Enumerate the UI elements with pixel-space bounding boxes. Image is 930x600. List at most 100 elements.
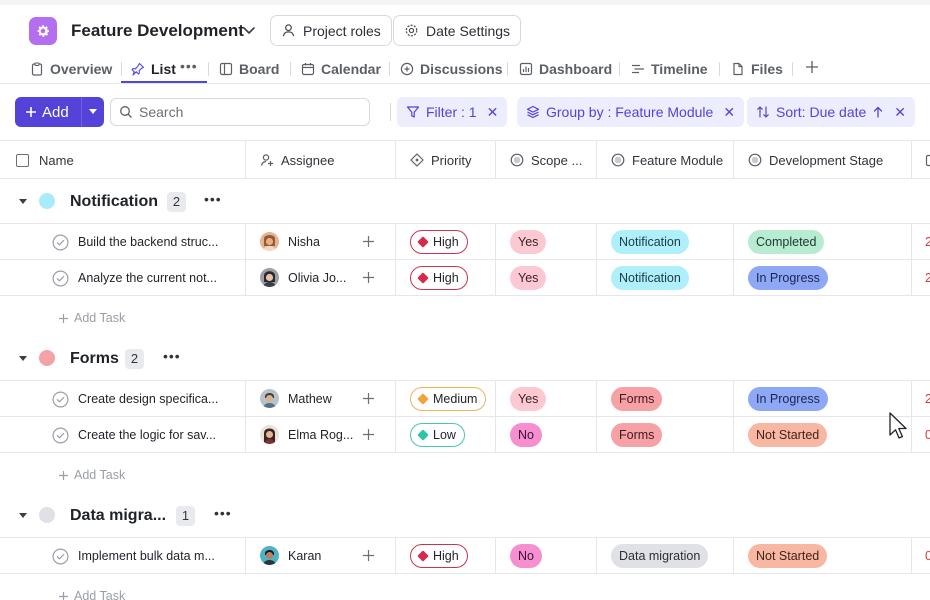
development-stage-badge[interactable]: In Progress [748,387,828,411]
development-stage-badge[interactable]: Not Started [748,423,828,447]
scope-badge[interactable]: Yes [510,387,547,411]
group-by-chip[interactable]: Group by : Feature Module ✕ [517,97,745,127]
project-title[interactable]: Feature Development [71,21,244,40]
tab-divider [619,62,620,76]
add-assignee-plus-icon[interactable] [362,428,375,441]
add-task-button[interactable]: Add Task [58,468,125,482]
group-by-chip-label: Group by : Feature Module [546,104,714,120]
column-priority[interactable]: Priority [410,141,471,179]
add-assignee-plus-icon[interactable] [362,235,375,248]
complete-task-check-icon[interactable] [52,427,69,444]
scope-badge[interactable]: Yes [510,266,547,290]
layers-icon [526,105,540,119]
assignee-name[interactable]: Nisha [288,235,320,249]
assignee-name[interactable]: Mathew [288,392,332,406]
tab-files[interactable]: Files [731,58,783,80]
collapse-caret-icon[interactable] [18,510,28,520]
add-assignee-plus-icon[interactable] [362,549,375,562]
column-due-date-icon[interactable] [925,141,930,179]
column-name[interactable]: Name [39,141,74,179]
project-gear-icon[interactable] [29,17,57,45]
group-more-icon[interactable]: ••• [204,191,222,207]
task-name[interactable]: Create the logic for sav... [78,428,217,442]
group-title[interactable]: Notification [70,193,158,210]
table-row[interactable]: Create design specifica... Mathew Medium… [0,380,930,417]
task-name[interactable]: Implement bulk data m... [78,549,215,563]
development-stage-badge[interactable]: Completed [748,230,825,254]
group-color-dot [39,193,55,209]
priority-high-diamond-icon [417,272,429,284]
priority-badge[interactable]: Low [410,423,465,447]
table-row[interactable]: Build the backend struc... Nisha High Ye… [0,223,930,260]
task-name[interactable]: Create design specifica... [78,392,219,406]
grid-line [245,537,246,574]
select-all-checkbox[interactable] [16,141,29,179]
add-tab-plus-icon[interactable] [805,60,819,74]
sort-close-icon[interactable]: ✕ [894,103,907,120]
collapse-caret-icon[interactable] [18,353,28,363]
table-row[interactable]: Create the logic for sav... Elma Rog... … [0,416,930,453]
column-feature-module[interactable]: Feature Module [611,141,723,179]
avatar [260,425,279,444]
assignee-name[interactable]: Olivia Jo... [288,271,347,285]
task-name[interactable]: Analyze the current not... [78,271,217,285]
feature-module-badge[interactable]: Data migration [611,544,709,568]
filter-chip[interactable]: Filter : 1 ✕ [397,97,508,127]
date-settings-button[interactable]: Date Settings [393,15,522,46]
group-more-icon[interactable]: ••• [214,505,232,521]
column-scope[interactable]: Scope ... [510,141,582,179]
add-dropdown-caret-icon[interactable] [82,109,104,115]
search-input[interactable]: Search [110,98,370,126]
grid-line [733,223,734,296]
complete-task-check-icon[interactable] [52,391,69,408]
column-development-stage[interactable]: Development Stage [748,141,883,179]
table-row[interactable]: Analyze the current not... Olivia Jo... … [0,259,930,296]
files-icon [733,62,743,76]
add-button[interactable]: Add [15,97,104,127]
feature-module-badge[interactable]: Forms [611,387,663,411]
tab-board[interactable]: Board [219,58,279,80]
priority-badge[interactable]: High [410,230,468,254]
priority-badge[interactable]: High [410,266,468,290]
scope-badge[interactable]: Yes [510,230,547,254]
filter-close-icon[interactable]: ✕ [486,103,499,120]
add-task-button[interactable]: Add Task [58,311,125,325]
complete-task-check-icon[interactable] [52,270,69,287]
assignee-name[interactable]: Elma Rog... [288,428,354,442]
priority-badge[interactable]: High [410,544,468,568]
group-title[interactable]: Forms [70,350,119,367]
feature-module-badge[interactable]: Forms [611,423,663,447]
feature-module-badge[interactable]: Notification [611,230,689,254]
add-assignee-plus-icon[interactable] [362,392,375,405]
table-row[interactable]: Implement bulk data m... Karan High No D… [0,537,930,574]
project-chevron-down-icon[interactable] [240,21,258,39]
group-by-close-icon[interactable]: ✕ [723,103,736,120]
tab-timeline[interactable]: Timeline [631,58,708,80]
tab-list[interactable]: List [131,58,176,80]
add-assignee-plus-icon[interactable] [362,271,375,284]
complete-task-check-icon[interactable] [52,234,69,251]
add-task-button[interactable]: Add Task [58,589,125,600]
tab-discussions[interactable]: Discussions [400,58,502,80]
column-assignee[interactable]: Assignee [260,141,334,179]
tab-overview[interactable]: Overview [30,58,112,80]
tab-dashboard[interactable]: Dashboard [519,58,612,80]
development-stage-badge[interactable]: In Progress [748,266,828,290]
group-title[interactable]: Data migra... [70,507,167,524]
tab-calendar[interactable]: Calendar [301,58,381,80]
feature-module-badge[interactable]: Notification [611,266,689,290]
project-roles-button[interactable]: Project roles [270,15,392,46]
scope-badge[interactable]: No [510,544,542,568]
tab-list-more-icon[interactable]: ••• [180,58,198,74]
group-more-icon[interactable]: ••• [163,348,181,364]
complete-task-check-icon[interactable] [52,548,69,565]
sort-chip[interactable]: Sort: Due date ✕ [747,97,916,127]
development-stage-badge[interactable]: Not Started [748,544,828,568]
assignee-name[interactable]: Karan [288,549,322,563]
collapse-caret-icon[interactable] [18,196,28,206]
scope-badge[interactable]: No [510,423,542,447]
task-name[interactable]: Build the backend struc... [78,235,219,249]
add-task-label: Add Task [74,468,126,482]
priority-badge[interactable]: Medium [410,387,487,411]
tab-list-label: List [151,61,176,77]
